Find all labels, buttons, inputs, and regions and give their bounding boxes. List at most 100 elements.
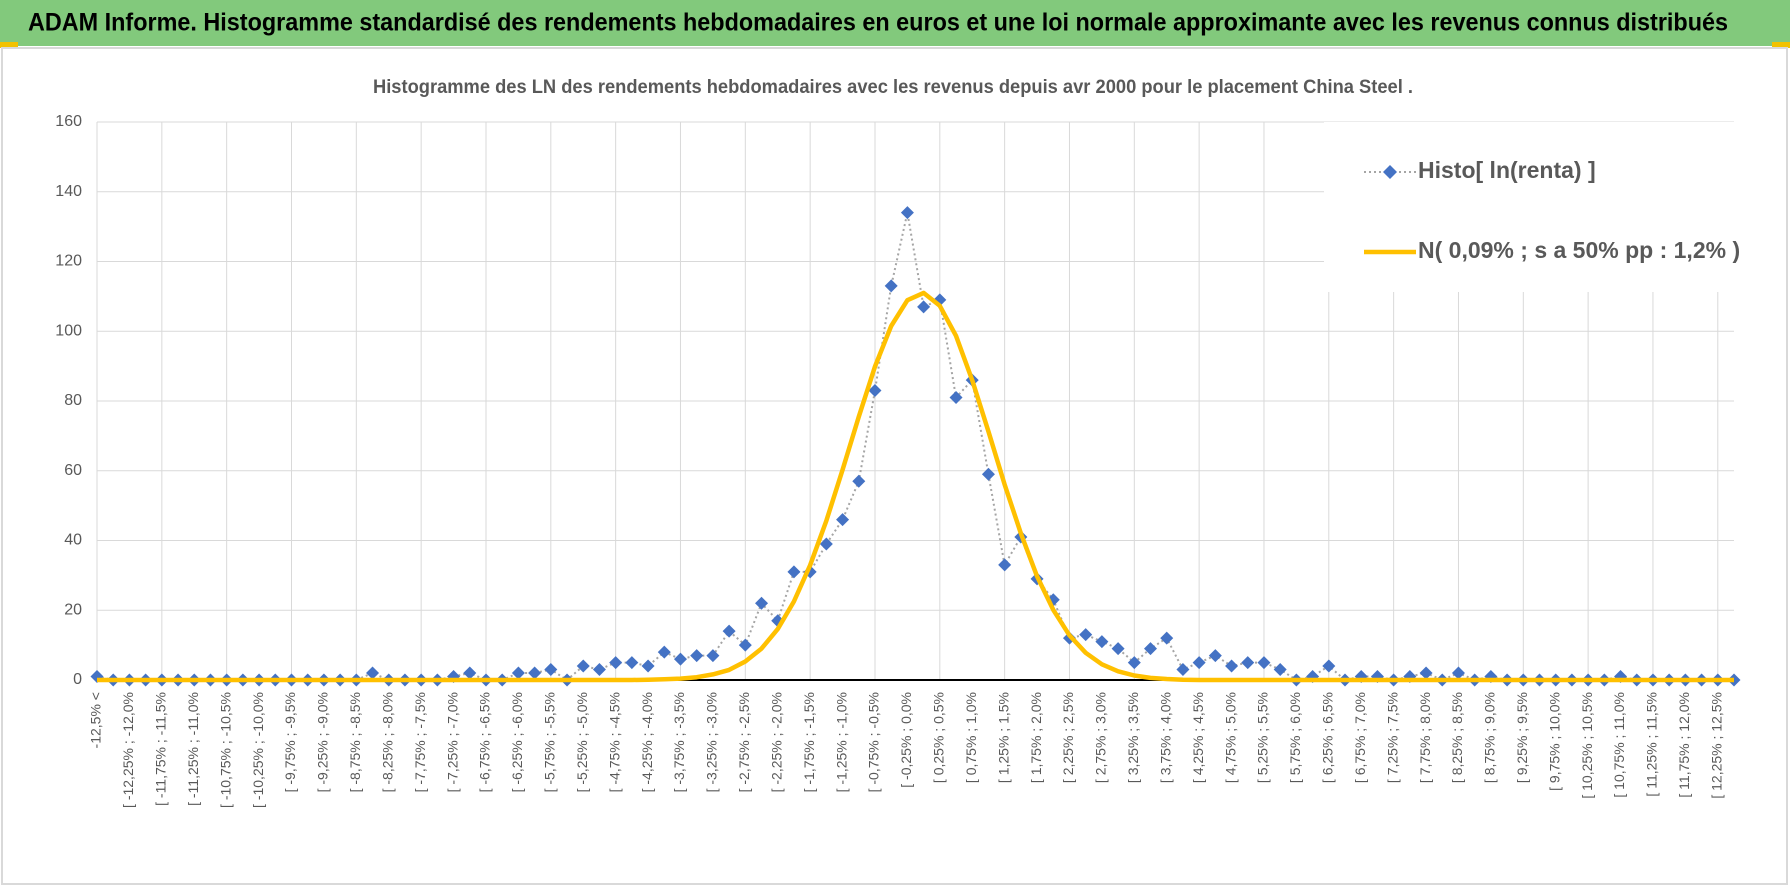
x-tick-label: [ 4,25% ; 4,5% [1190,692,1206,783]
data-point [884,279,898,293]
data-point [1079,628,1093,642]
x-tick-label: [ 11,25% ; 11,5% [1644,692,1660,797]
data-point [657,645,671,659]
x-tick-label: [ 2,25% ; 2,5% [1060,692,1076,783]
x-tick-label: [ 12,25% ; 12,5% [1708,692,1724,799]
chart-title: Histogramme des LN des rendements hebdom… [373,77,1413,98]
x-tick-label: [ -9,25% ; -9,0% [315,692,331,792]
x-tick-label: [ -2,25% ; -2,0% [768,692,784,792]
data-point [738,638,752,652]
data-point [868,384,882,398]
x-tick-label: [ -11,75% ; -11,5% [153,692,169,806]
y-tick-label: 140 [55,183,82,200]
chart-frame [1,47,1788,885]
x-tick-label: [ -3,75% ; -3,5% [671,692,687,792]
data-point [787,565,801,579]
x-tick-label: [ 9,75% ; 10,0% [1546,692,1562,791]
y-tick-label: 80 [64,392,82,409]
x-tick-label: [ -0,75% ; -0,5% [866,692,882,792]
x-tick-label: [ 7,25% ; 7,5% [1384,692,1400,783]
x-tick-label: [ -7,75% ; -7,5% [412,692,428,792]
x-tick-label: [ 8,25% ; 8,5% [1449,692,1465,783]
x-tick-label: [ 6,75% ; 7,0% [1352,692,1368,783]
x-tick-label: [ 9,25% ; 9,5% [1514,692,1530,783]
data-point [998,558,1012,572]
legend-label: Histo[ ln(renta) ] [1418,157,1596,183]
x-tick-label: [ -10,25% ; -10,0% [250,692,266,808]
x-tick-label: [ 10,25% ; 10,5% [1579,692,1595,799]
x-tick-label: [ -0,25% ; 0,0% [898,692,914,788]
series-line [97,290,1734,683]
x-tick-label: [ -1,75% ; -1,5% [801,692,817,792]
x-tick-label: [ -1,25% ; -1,0% [833,692,849,792]
corner [1772,42,1790,48]
data-point [366,666,380,680]
legend-marker [1383,165,1397,179]
data-point [1241,656,1255,670]
y-tick-label: 100 [55,322,82,339]
x-tick-label: [ -4,75% ; -4,5% [606,692,622,792]
data-point [981,467,995,481]
data-point [1208,649,1222,663]
x-tick-label: [ 8,75% ; 9,0% [1482,692,1498,783]
x-tick-label: [ 1,75% ; 2,0% [1028,692,1044,783]
data-point [1257,656,1271,670]
data-point [1111,642,1125,656]
x-tick-label: [ 3,25% ; 3,5% [1125,692,1141,783]
x-tick-label: [ 10,75% ; 11,0% [1611,692,1627,798]
data-point [836,513,850,527]
series-line [96,212,1734,682]
data-point [511,666,525,680]
data-point [1144,642,1158,656]
header-band [0,0,1790,46]
data-point [917,300,931,314]
x-tick-label: [ -2,75% ; -2,5% [736,692,752,792]
x-tick-label: [ 11,75% ; 12,0% [1676,692,1692,798]
x-tick-label: [ -7,25% ; -7,0% [444,692,460,792]
x-tick-label: [ -9,75% ; -9,5% [282,692,298,792]
x-tick-label: -12,5% < [88,692,104,748]
data-point [1322,659,1336,673]
x-tick-label: [ 2,75% ; 3,0% [1093,692,1109,783]
x-tick-label: [ 1,25% ; 1,5% [995,692,1011,783]
data-point [625,656,639,670]
x-tick-label: [ 5,25% ; 5,5% [1255,692,1271,783]
data-point [1160,631,1174,645]
data-point [1095,635,1109,649]
x-tick-label: [ -12,25% ; -12,0% [120,692,136,808]
x-tick-label: [ -5,75% ; -5,5% [542,692,558,792]
data-point [609,656,623,670]
x-tick-label: [ -3,25% ; -3,0% [704,692,720,792]
x-tick-label: [ 4,75% ; 5,0% [1222,692,1238,783]
data-point [900,206,914,220]
x-tick-label: [ -8,25% ; -8,0% [379,692,395,792]
x-tick-label: [ -5,25% ; -5,0% [574,692,590,792]
data-point [528,666,542,680]
legend-label: N( 0,09% ; s a 50% pp : 1,2% ) [1418,237,1740,263]
data-point [1273,663,1287,677]
corner [0,42,18,48]
y-tick-label: 160 [55,113,82,130]
data-point [1225,659,1239,673]
x-tick-label: [ 3,75% ; 4,0% [1157,692,1173,783]
y-tick-label: 0 [73,671,82,688]
y-tick-label: 60 [64,462,82,479]
page-title: ADAM Informe. Histogramme standardisé de… [28,9,1728,37]
data-point [641,659,655,673]
x-tick-label: [ -10,75% ; -10,5% [217,692,233,808]
x-tick-label: [ -6,25% ; -6,0% [509,692,525,792]
legend-box [1324,122,1734,292]
data-point [544,663,558,677]
x-tick-label: [ 6,25% ; 6,5% [1320,692,1336,783]
data-point [576,659,590,673]
x-tick-label: [ 5,75% ; 6,0% [1287,692,1303,783]
x-tick-label: [ -6,75% ; -6,5% [477,692,493,792]
data-point [819,537,833,551]
data-point [592,663,606,677]
data-point [1127,656,1141,670]
x-tick-label: [ -8,75% ; -8,5% [347,692,363,792]
x-tick-label: [ 7,75% ; 8,0% [1417,692,1433,783]
data-point [706,649,720,663]
data-point [673,652,687,666]
x-tick-label: [ -11,25% ; -11,0% [185,692,201,806]
